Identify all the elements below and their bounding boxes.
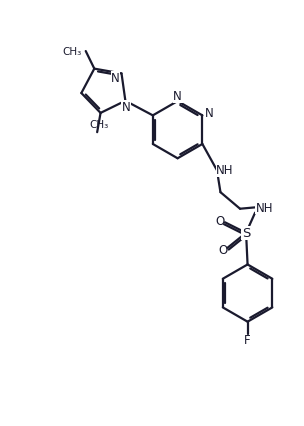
Text: F: F xyxy=(244,333,251,346)
Text: CH₃: CH₃ xyxy=(89,119,108,129)
Text: N: N xyxy=(111,72,120,85)
Text: O: O xyxy=(218,243,227,256)
Text: N: N xyxy=(173,90,182,103)
Text: NH: NH xyxy=(216,164,234,177)
Text: N: N xyxy=(122,101,130,114)
Text: S: S xyxy=(242,227,250,240)
Text: N: N xyxy=(205,106,213,120)
Text: O: O xyxy=(216,215,225,228)
Text: NH: NH xyxy=(255,201,273,214)
Text: CH₃: CH₃ xyxy=(63,47,82,57)
